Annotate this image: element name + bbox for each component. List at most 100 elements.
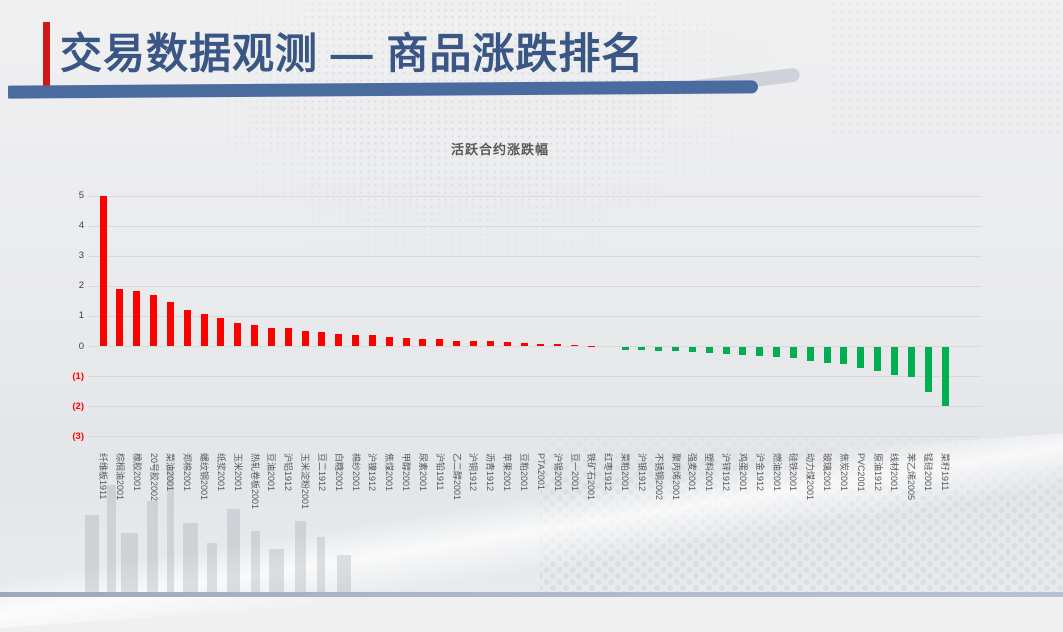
x-axis-label-text: 动力煤2001 xyxy=(805,453,815,500)
bar xyxy=(386,337,393,346)
x-axis-label-text: 乙二醇2001 xyxy=(452,453,462,500)
bar xyxy=(504,342,511,346)
x-axis-label-text: 纸浆2001 xyxy=(216,453,226,491)
y-tick-label: 0 xyxy=(50,342,84,351)
x-axis-label-text: 沪银1912 xyxy=(637,453,647,491)
gridline xyxy=(88,436,982,437)
bar xyxy=(453,341,460,346)
bar xyxy=(874,347,881,371)
gridline xyxy=(88,376,982,377)
bar xyxy=(638,347,645,350)
x-axis-label-text: 锰硅2001 xyxy=(923,453,933,491)
x-axis-label-text: 玻璃2001 xyxy=(822,453,832,491)
x-axis-label-text: 棕榈油2001 xyxy=(115,453,125,500)
bar xyxy=(689,347,696,352)
bar xyxy=(487,341,494,346)
bar xyxy=(217,318,224,346)
bar xyxy=(436,339,443,346)
bar xyxy=(184,310,191,346)
bar xyxy=(739,347,746,355)
gridline xyxy=(88,226,982,227)
gridline xyxy=(88,196,982,197)
bar xyxy=(116,289,123,346)
bar xyxy=(622,347,629,350)
bar xyxy=(335,334,342,346)
x-axis-label-text: 沪铅1911 xyxy=(435,453,445,490)
x-axis-label-text: 焦煤2001 xyxy=(384,453,394,491)
x-axis-label-text: PTA2001 xyxy=(536,453,546,490)
bar xyxy=(790,347,797,358)
bar xyxy=(251,325,258,346)
x-axis-label-text: 菜粕2001 xyxy=(620,453,630,491)
y-tick-label: 3 xyxy=(50,251,84,260)
bar xyxy=(318,332,325,346)
bar xyxy=(419,339,426,346)
gridline xyxy=(88,346,982,347)
x-axis-label-text: 豆油2001 xyxy=(266,453,276,491)
x-axis-label-text: 沪铝1912 xyxy=(283,453,293,491)
x-axis-label-text: 玉米2001 xyxy=(233,453,243,491)
bar xyxy=(352,335,359,346)
bar xyxy=(723,347,730,354)
bar xyxy=(840,347,847,364)
x-axis-label-text: 沥青1912 xyxy=(485,453,495,491)
bottom-accent-bar xyxy=(0,592,1063,597)
x-axis-label-text: 甲醇2001 xyxy=(401,453,411,491)
x-axis-label-text: 鸡蛋2001 xyxy=(738,453,748,491)
bar xyxy=(100,196,107,347)
y-tick-label: 4 xyxy=(50,221,84,230)
x-axis-label-text: 菜籽1911 xyxy=(940,453,950,490)
x-axis-label-text: 郑棉2001 xyxy=(182,453,192,491)
x-axis-label-text: 沪铜1912 xyxy=(468,453,478,491)
bar xyxy=(369,335,376,346)
x-axis-label-text: 沪锌1912 xyxy=(721,453,731,491)
bar xyxy=(403,338,410,346)
x-axis-label-text: 橡胶2001 xyxy=(132,453,142,491)
x-axis-label-text: 聚丙烯2001 xyxy=(671,453,681,500)
x-axis-label-text: 红枣1912 xyxy=(603,453,613,491)
bar xyxy=(150,295,157,346)
x-axis-label-text: 豆一2001 xyxy=(570,453,580,491)
x-axis-label-text: 螺纹钢2001 xyxy=(199,453,209,500)
bar xyxy=(908,347,915,377)
x-axis-label-text: 沪镍1912 xyxy=(367,453,377,491)
x-axis-label-text: 原油1912 xyxy=(873,453,883,491)
x-axis-label: 菜籽1911 xyxy=(950,448,987,466)
bar xyxy=(521,343,528,346)
bar xyxy=(655,347,662,351)
gridline xyxy=(88,256,982,257)
bar xyxy=(234,323,241,346)
bar xyxy=(891,347,898,375)
bar xyxy=(706,347,713,353)
bar xyxy=(302,331,309,346)
x-axis-label-text: 不锈钢2002 xyxy=(654,453,664,500)
bar xyxy=(824,347,831,363)
x-axis-label-text: 豆二1912 xyxy=(317,453,327,491)
bar xyxy=(470,341,477,346)
bar xyxy=(756,347,763,356)
x-axis-label-text: 白糖2001 xyxy=(334,453,344,491)
bar xyxy=(537,344,544,346)
x-axis-label-text: 豆粕2001 xyxy=(519,453,529,491)
y-tick-label: 2 xyxy=(50,281,84,290)
bar xyxy=(133,291,140,346)
x-axis-label-text: 沪锡2001 xyxy=(553,453,563,491)
bar xyxy=(773,347,780,357)
x-axis-label-text: 沪金1912 xyxy=(755,453,765,491)
x-axis-label-text: 玉米淀粉2001 xyxy=(300,453,310,509)
y-tick-label: (3) xyxy=(50,432,84,441)
bar xyxy=(167,302,174,346)
x-axis-label-text: 塑料2001 xyxy=(704,453,714,491)
y-tick-label: 1 xyxy=(50,311,84,320)
x-axis-label-text: 燃油2001 xyxy=(772,453,782,491)
x-axis-label-text: 硅铁2001 xyxy=(788,453,798,491)
x-axis-label-text: 强麦2001 xyxy=(687,453,697,491)
bar xyxy=(571,345,578,346)
y-tick-label: 5 xyxy=(50,191,84,200)
bar xyxy=(942,347,949,406)
bar xyxy=(554,344,561,346)
bar xyxy=(201,314,208,346)
x-axis-label-text: 苹果2001 xyxy=(502,453,512,491)
x-axis-label-text: 热轧卷板2001 xyxy=(250,453,260,509)
